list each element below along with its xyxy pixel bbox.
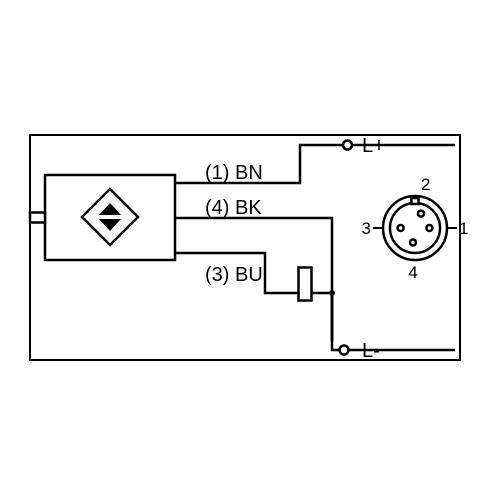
terminal-l-minus [340, 346, 349, 355]
cable-stub [30, 213, 45, 223]
connector-pin-1 [426, 225, 432, 231]
label-bk: (4) BK [205, 197, 262, 219]
load-resistor [299, 268, 312, 301]
wiring-diagram: 1 2 3 4 (1) BN (4) BK (3) BU L+ L- [0, 0, 500, 500]
connector-key [412, 198, 419, 204]
pin-label-2: 2 [421, 175, 430, 194]
junction-dot [329, 290, 335, 296]
connector-pin-2 [418, 211, 424, 217]
pin-label-1: 1 [459, 219, 468, 238]
l-minus-connection [332, 293, 340, 350]
connector-pin-4 [410, 239, 416, 245]
label-bu: (3) BU [205, 264, 263, 286]
label-l-minus: L- [362, 340, 380, 362]
pin-label-3: 3 [362, 219, 371, 238]
pin-label-4: 4 [408, 263, 417, 282]
label-bn: (1) BN [205, 162, 263, 184]
connector-pin-3 [398, 225, 404, 231]
label-l-plus: L+ [362, 135, 385, 157]
terminal-l-plus [343, 141, 352, 150]
